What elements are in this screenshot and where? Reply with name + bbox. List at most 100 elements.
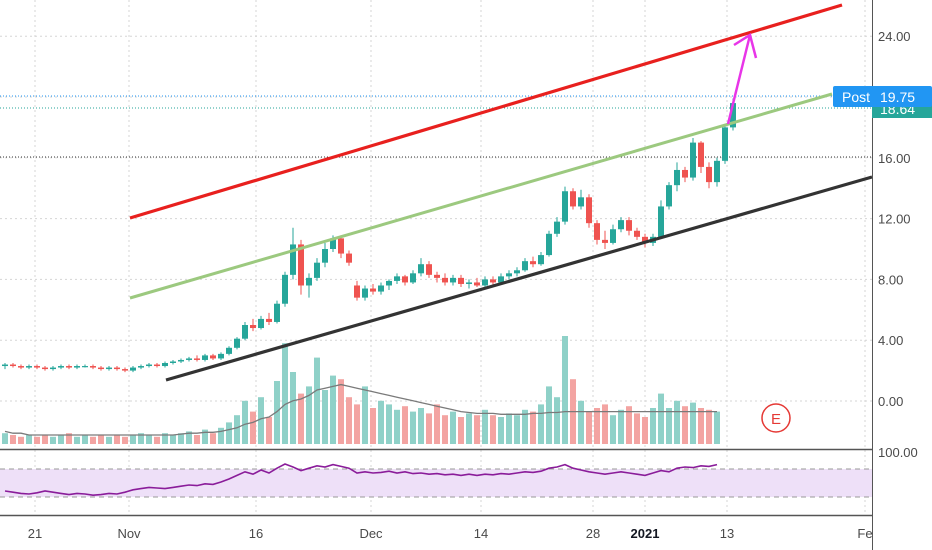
volume-bar [274, 381, 280, 444]
volume-bar [130, 435, 136, 444]
candle-body [370, 288, 376, 292]
volume-bar [170, 435, 176, 444]
volume-bar [82, 435, 88, 444]
candle-body [362, 288, 368, 298]
time-tick-label: 2021 [631, 526, 660, 541]
candle-body [42, 367, 48, 370]
volume-bar [482, 409, 488, 444]
candle-body [170, 361, 176, 363]
volume-bar [218, 427, 224, 444]
rsi-axis-label[interactable]: 100.00 [878, 445, 918, 460]
time-tick-label: 21 [28, 526, 42, 541]
post-price-badge[interactable]: Post 19.75 [833, 86, 932, 107]
candle-body [90, 366, 96, 368]
volume-bar [298, 393, 304, 444]
volume-bar [266, 417, 272, 444]
volume-bar [202, 429, 208, 444]
price-tick-label: 24.00 [878, 29, 911, 44]
volume-bar [314, 357, 320, 444]
volume-bar [594, 408, 600, 444]
time-tick-label: 14 [474, 526, 488, 541]
volume-bar [74, 436, 80, 444]
volume-bar [362, 386, 368, 444]
candle-body [98, 367, 104, 370]
volume-bar [450, 411, 456, 444]
post-value: 19.75 [880, 89, 915, 105]
volume-bar [650, 408, 656, 444]
candle-body [74, 366, 80, 368]
candle-body [2, 364, 8, 367]
volume-bar [354, 404, 360, 444]
candle-body [106, 367, 112, 370]
price-axis: 24.00 16.00 12.00 8.00 4.00 0.00 [878, 29, 911, 409]
candle-body [290, 244, 296, 275]
volume-bar [538, 404, 544, 444]
volume-bar [610, 415, 616, 444]
time-tick-label: Fe [857, 526, 872, 541]
volume-bar [378, 400, 384, 444]
candle-body [674, 169, 680, 186]
volume-bar [442, 415, 448, 444]
volume-bar [690, 402, 696, 444]
candle-body [138, 366, 144, 368]
volume-ma-line [4, 383, 717, 436]
candle-body [194, 358, 200, 360]
candle-body [282, 274, 288, 304]
candle-body [330, 238, 336, 249]
volume-bar [330, 375, 336, 444]
candle-body [618, 220, 624, 230]
candle-body [58, 366, 64, 368]
candle-body [162, 363, 168, 367]
candle-body [474, 282, 480, 286]
candle-body [658, 206, 664, 237]
volume-bar [106, 436, 112, 444]
volume-bar [66, 433, 72, 444]
lower-channel-line [165, 175, 873, 382]
volume-bar [50, 436, 56, 444]
candle-body [538, 255, 544, 265]
volume-bar [162, 433, 168, 444]
earnings-marker[interactable]: E [761, 403, 791, 433]
volume-bar [626, 406, 632, 444]
candle-body [514, 270, 520, 274]
candle-body [466, 282, 472, 284]
volume-bar [178, 433, 184, 444]
candle-body [682, 169, 688, 178]
volume-bar [506, 413, 512, 444]
candle-body [410, 273, 416, 283]
candle-body [578, 197, 584, 207]
candle-body [482, 279, 488, 286]
price-tick-label: 8.00 [878, 272, 903, 287]
candle-body [186, 358, 192, 360]
price-tick-label: 4.00 [878, 333, 903, 348]
volume-bar [234, 415, 240, 444]
volume-bar [250, 411, 256, 444]
volume-bar [290, 372, 296, 444]
candle-body [626, 220, 632, 231]
volume-bar [666, 408, 672, 444]
candle-body [114, 367, 120, 370]
candle-body [146, 364, 152, 367]
candle-body [690, 142, 696, 178]
candle-body [554, 221, 560, 234]
upper-channel-line [129, 3, 843, 220]
candle-body [66, 366, 72, 368]
volume-bar [554, 397, 560, 444]
candle-body [722, 127, 728, 161]
candle-body [274, 303, 280, 322]
volume-bar [34, 436, 40, 444]
volume-bar [514, 415, 520, 444]
volume-bar [138, 433, 144, 444]
candle-body [546, 233, 552, 256]
volume-bar [282, 343, 288, 444]
candle-body [442, 277, 448, 283]
volume-bar [10, 435, 16, 444]
volume-bar [42, 435, 48, 444]
candle-body [586, 197, 592, 224]
time-tick-label: Nov [117, 526, 141, 541]
volume-bar [394, 409, 400, 444]
post-label: Post [842, 89, 870, 105]
volume-bar [530, 411, 536, 444]
candle-body [434, 274, 440, 278]
candle-body [386, 280, 392, 286]
